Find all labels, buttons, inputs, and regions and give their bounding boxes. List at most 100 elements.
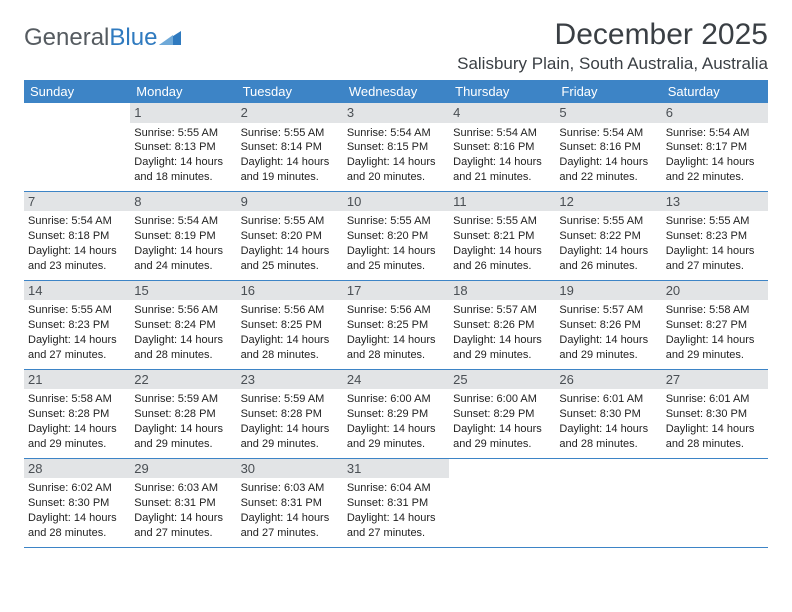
day-number: 18	[449, 281, 555, 301]
daylight-line-1: Daylight: 14 hours	[347, 511, 445, 526]
sunset-line: Sunset: 8:26 PM	[453, 318, 551, 333]
daylight-line-2: and 27 minutes.	[347, 526, 445, 541]
sunrise-line: Sunrise: 5:54 AM	[666, 126, 764, 141]
sunrise-line: Sunrise: 5:55 AM	[241, 126, 339, 141]
daylight-line-2: and 26 minutes.	[453, 259, 551, 274]
day-number: 1	[130, 103, 236, 123]
sunrise-line: Sunrise: 5:54 AM	[453, 126, 551, 141]
daylight-line-1: Daylight: 14 hours	[666, 333, 764, 348]
sunrise-line: Sunrise: 5:55 AM	[347, 214, 445, 229]
daylight-line-2: and 18 minutes.	[134, 170, 232, 185]
sunrise-line: Sunrise: 5:56 AM	[134, 303, 232, 318]
calendar-cell: 12Sunrise: 5:55 AMSunset: 8:22 PMDayligh…	[555, 192, 661, 281]
day-number: 13	[662, 192, 768, 212]
logo-text-general: General	[24, 24, 109, 52]
daylight-line-2: and 21 minutes.	[453, 170, 551, 185]
sunset-line: Sunset: 8:18 PM	[28, 229, 126, 244]
day-number: 27	[662, 370, 768, 390]
calendar-cell	[449, 459, 555, 548]
sunset-line: Sunset: 8:30 PM	[559, 407, 657, 422]
logo-triangle-icon	[159, 24, 181, 52]
day-number: 3	[343, 103, 449, 123]
daylight-line-1: Daylight: 14 hours	[241, 333, 339, 348]
sunrise-line: Sunrise: 5:56 AM	[241, 303, 339, 318]
sunset-line: Sunset: 8:23 PM	[28, 318, 126, 333]
daylight-line-1: Daylight: 14 hours	[559, 244, 657, 259]
calendar-page: GeneralBlue December 2025 Salisbury Plai…	[0, 0, 792, 548]
day-number: 10	[343, 192, 449, 212]
title-block: December 2025 Salisbury Plain, South Aus…	[457, 18, 768, 74]
weekday-header: Thursday	[449, 80, 555, 103]
sunset-line: Sunset: 8:28 PM	[134, 407, 232, 422]
daylight-line-1: Daylight: 14 hours	[28, 511, 126, 526]
calendar-cell: 17Sunrise: 5:56 AMSunset: 8:25 PMDayligh…	[343, 281, 449, 370]
daylight-line-1: Daylight: 14 hours	[666, 155, 764, 170]
sunrise-line: Sunrise: 5:55 AM	[134, 126, 232, 141]
sunset-line: Sunset: 8:26 PM	[559, 318, 657, 333]
sunset-line: Sunset: 8:20 PM	[347, 229, 445, 244]
calendar-cell: 4Sunrise: 5:54 AMSunset: 8:16 PMDaylight…	[449, 103, 555, 192]
daylight-line-1: Daylight: 14 hours	[559, 333, 657, 348]
daylight-line-1: Daylight: 14 hours	[241, 422, 339, 437]
day-number: 21	[24, 370, 130, 390]
calendar-cell: 2Sunrise: 5:55 AMSunset: 8:14 PMDaylight…	[237, 103, 343, 192]
daylight-line-2: and 22 minutes.	[559, 170, 657, 185]
day-number: 29	[130, 459, 236, 479]
sunrise-line: Sunrise: 5:58 AM	[666, 303, 764, 318]
daylight-line-1: Daylight: 14 hours	[134, 511, 232, 526]
daylight-line-2: and 27 minutes.	[134, 526, 232, 541]
sunset-line: Sunset: 8:13 PM	[134, 140, 232, 155]
day-number: 30	[237, 459, 343, 479]
sunrise-line: Sunrise: 6:00 AM	[453, 392, 551, 407]
daylight-line-1: Daylight: 14 hours	[453, 422, 551, 437]
sunrise-line: Sunrise: 5:57 AM	[453, 303, 551, 318]
sunrise-line: Sunrise: 6:03 AM	[241, 481, 339, 496]
weekday-header: Sunday	[24, 80, 130, 103]
sunrise-line: Sunrise: 5:59 AM	[134, 392, 232, 407]
sunset-line: Sunset: 8:17 PM	[666, 140, 764, 155]
sunset-line: Sunset: 8:31 PM	[134, 496, 232, 511]
daylight-line-2: and 27 minutes.	[28, 348, 126, 363]
sunrise-line: Sunrise: 6:01 AM	[666, 392, 764, 407]
logo: GeneralBlue	[24, 18, 181, 52]
weekday-header: Friday	[555, 80, 661, 103]
sunset-line: Sunset: 8:15 PM	[347, 140, 445, 155]
sunset-line: Sunset: 8:16 PM	[559, 140, 657, 155]
daylight-line-1: Daylight: 14 hours	[28, 422, 126, 437]
daylight-line-2: and 29 minutes.	[453, 437, 551, 452]
calendar-cell: 24Sunrise: 6:00 AMSunset: 8:29 PMDayligh…	[343, 370, 449, 459]
sunrise-line: Sunrise: 5:54 AM	[28, 214, 126, 229]
daylight-line-1: Daylight: 14 hours	[241, 244, 339, 259]
sunset-line: Sunset: 8:28 PM	[241, 407, 339, 422]
daylight-line-2: and 29 minutes.	[453, 348, 551, 363]
day-number: 17	[343, 281, 449, 301]
calendar-cell	[555, 459, 661, 548]
day-number: 11	[449, 192, 555, 212]
sunrise-line: Sunrise: 6:03 AM	[134, 481, 232, 496]
logo-text-blue: Blue	[109, 24, 157, 52]
day-number: 19	[555, 281, 661, 301]
weekday-header: Tuesday	[237, 80, 343, 103]
sunrise-line: Sunrise: 5:55 AM	[559, 214, 657, 229]
sunrise-line: Sunrise: 5:55 AM	[28, 303, 126, 318]
daylight-line-2: and 25 minutes.	[347, 259, 445, 274]
calendar-cell: 8Sunrise: 5:54 AMSunset: 8:19 PMDaylight…	[130, 192, 236, 281]
daylight-line-2: and 29 minutes.	[241, 437, 339, 452]
sunrise-line: Sunrise: 6:01 AM	[559, 392, 657, 407]
sunset-line: Sunset: 8:16 PM	[453, 140, 551, 155]
sunset-line: Sunset: 8:28 PM	[28, 407, 126, 422]
day-number: 20	[662, 281, 768, 301]
daylight-line-1: Daylight: 14 hours	[453, 155, 551, 170]
calendar-cell: 10Sunrise: 5:55 AMSunset: 8:20 PMDayligh…	[343, 192, 449, 281]
daylight-line-2: and 19 minutes.	[241, 170, 339, 185]
sunrise-line: Sunrise: 5:59 AM	[241, 392, 339, 407]
daylight-line-2: and 27 minutes.	[241, 526, 339, 541]
day-number: 23	[237, 370, 343, 390]
day-number: 24	[343, 370, 449, 390]
calendar-cell: 13Sunrise: 5:55 AMSunset: 8:23 PMDayligh…	[662, 192, 768, 281]
calendar-cell: 28Sunrise: 6:02 AMSunset: 8:30 PMDayligh…	[24, 459, 130, 548]
sunrise-line: Sunrise: 5:54 AM	[347, 126, 445, 141]
calendar-cell: 27Sunrise: 6:01 AMSunset: 8:30 PMDayligh…	[662, 370, 768, 459]
sunset-line: Sunset: 8:27 PM	[666, 318, 764, 333]
day-number: 2	[237, 103, 343, 123]
